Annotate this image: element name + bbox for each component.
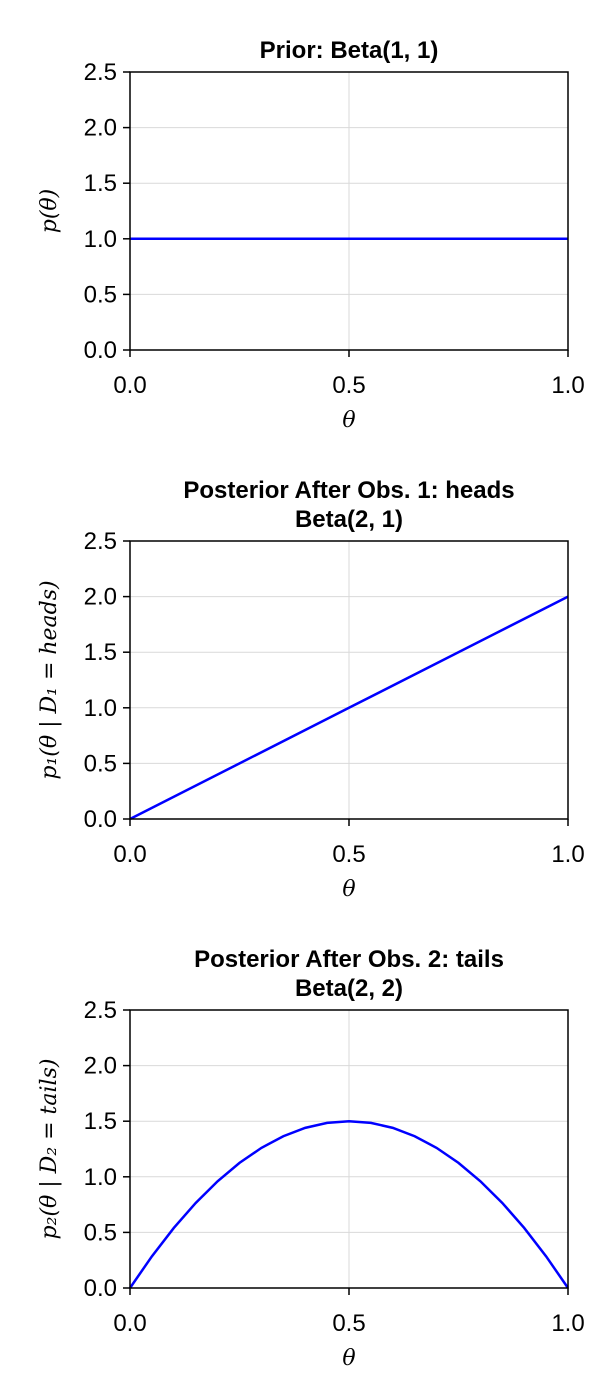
y-tick-label: 1.5	[84, 1108, 117, 1135]
y-tick-label: 2.5	[84, 997, 117, 1024]
chart-title: Posterior After Obs. 2: tails	[194, 946, 504, 973]
x-tick-label: 1.0	[551, 372, 584, 399]
chart-title: Prior: Beta(1, 1)	[260, 37, 439, 64]
x-tick-label: 0.0	[113, 841, 146, 868]
x-tick-label: 0.5	[332, 1310, 365, 1337]
y-tick-label: 0.0	[84, 1275, 117, 1302]
y-tick-label: 0.5	[84, 750, 117, 777]
y-tick-label: 1.0	[84, 695, 117, 722]
x-tick-label: 0.0	[113, 1310, 146, 1337]
y-tick-label: 0.0	[84, 806, 117, 833]
y-tick-label: 1.5	[84, 639, 117, 666]
series-line	[129, 595, 569, 821]
y-tick-label: 2.0	[84, 115, 117, 142]
y-tick-label: 1.5	[84, 170, 117, 197]
chart-title: Beta(2, 1)	[295, 506, 403, 533]
x-tick-label: 1.0	[551, 1310, 584, 1337]
x-axis-label: θ	[342, 1346, 355, 1371]
chart-title: Beta(2, 2)	[295, 975, 403, 1002]
panel-1: Prior: Beta(1, 1) 0.0 0.5 1.0 1.5 2.0 2.5 0.0 0.…	[37, 37, 585, 433]
series-line	[128, 1119, 570, 1289]
y-tick-label: 2.5	[84, 528, 117, 555]
y-tick-label: 0.5	[84, 281, 117, 308]
y-axis-label: p₂(θ | D₂ = tails)	[37, 1059, 62, 1240]
y-tick-label: 0.5	[84, 1219, 117, 1246]
chart-title: Posterior After Obs. 1: heads	[183, 477, 514, 504]
y-tick-label: 2.5	[84, 59, 117, 86]
plot-frame	[129, 540, 569, 820]
x-axis-label: θ	[342, 877, 355, 902]
y-axis-label: p₁(θ | D₁ = heads)	[37, 580, 62, 779]
y-tick-label: 2.0	[84, 1053, 117, 1080]
y-tick-label: 1.0	[84, 1164, 117, 1191]
x-tick-label: 0.5	[332, 372, 365, 399]
y-tick-label: 1.0	[84, 226, 117, 253]
y-axis-label: p(θ)	[37, 189, 62, 234]
x-tick-label: 1.0	[551, 841, 584, 868]
plot-frame	[129, 71, 569, 351]
x-tick-label: 0.5	[332, 841, 365, 868]
x-axis-label: θ	[342, 408, 355, 433]
y-tick-label: 2.0	[84, 584, 117, 611]
y-tick-label: 0.0	[84, 337, 117, 364]
x-tick-label: 0.0	[113, 372, 146, 399]
plot-frame	[129, 1009, 569, 1289]
